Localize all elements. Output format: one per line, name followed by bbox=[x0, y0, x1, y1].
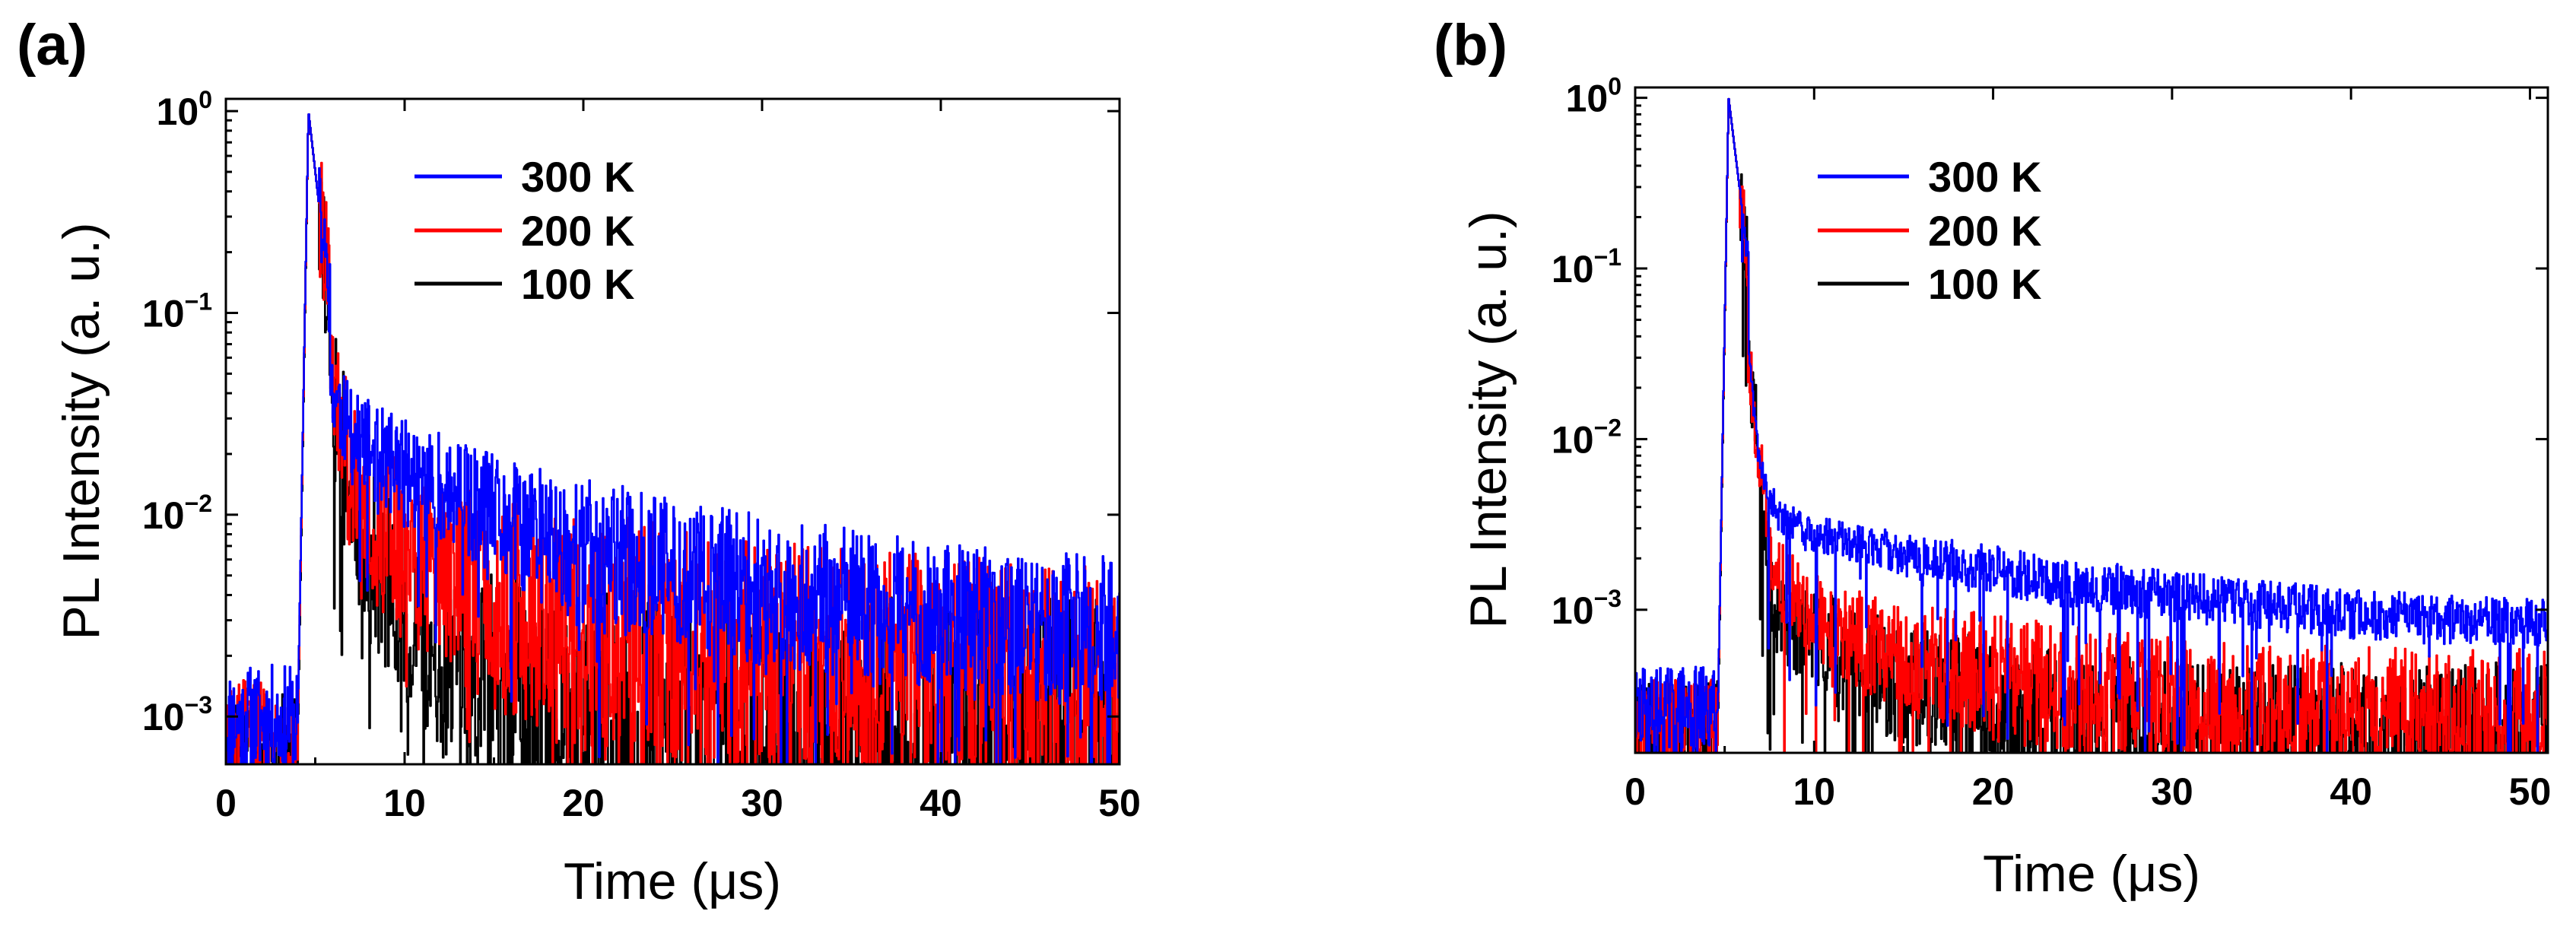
y-axis-title-a: PL Intensity (a. u.) bbox=[52, 222, 110, 640]
legend-b: 300 K 200 K 100 K bbox=[1818, 153, 2041, 308]
series-line-100k-a bbox=[226, 113, 1120, 764]
y-tick-label: 10−2 bbox=[142, 490, 212, 537]
legend-b-label-100k: 100 K bbox=[1928, 260, 2041, 308]
series-line-300k-b bbox=[1635, 97, 2548, 753]
panel-a-label: (a) bbox=[17, 13, 87, 78]
x-tick-label: 0 bbox=[215, 782, 237, 824]
series-line-300k-a bbox=[226, 113, 1120, 764]
y-tick-label: 100 bbox=[1566, 73, 1622, 120]
x-tick-label: 50 bbox=[1098, 782, 1141, 824]
x-tick-label: 50 bbox=[2509, 770, 2552, 813]
panel-a: (a) 0 10 20 30 40 50 100 10−1 10−2 10−3 Time (μs)… bbox=[17, 13, 1141, 910]
x-tick-label: 20 bbox=[562, 782, 605, 824]
plot-a-area: 0 10 20 30 40 50 100 10−1 10−2 10−3 bbox=[142, 86, 1141, 824]
y-tick-label: 10−2 bbox=[1552, 414, 1622, 461]
x-tick-label: 40 bbox=[2330, 770, 2372, 813]
legend-a-label-200k: 200 K bbox=[521, 207, 634, 255]
x-tick-label: 20 bbox=[1972, 770, 2015, 813]
y-axis-title-b: PL Intensity (a. u.) bbox=[1460, 211, 1517, 628]
x-axis-title-a: Time (μs) bbox=[564, 852, 781, 910]
x-tick-label: 0 bbox=[1625, 770, 1646, 813]
x-tick-label: 30 bbox=[741, 782, 783, 824]
plot-b-frame bbox=[1634, 86, 2549, 754]
y-tick-label: 10−3 bbox=[1552, 585, 1622, 632]
y-tick-label: 10−1 bbox=[1552, 243, 1622, 290]
legend-a: 300 K 200 K 100 K bbox=[415, 153, 634, 308]
x-axis-title-b: Time (μs) bbox=[1983, 845, 2200, 903]
legend-a-label-300k: 300 K bbox=[521, 153, 634, 201]
x-tick-label: 30 bbox=[2151, 770, 2193, 813]
panel-b-label: (b) bbox=[1434, 13, 1507, 78]
legend-b-label-200k: 200 K bbox=[1928, 207, 2041, 255]
y-tick-label: 100 bbox=[157, 86, 212, 133]
plot-b-area: 0 10 20 30 40 50 100 10−1 10−2 10−3 bbox=[1552, 73, 2551, 813]
panel-b: (b) 0 10 20 30 40 50 100 10−1 10−2 10−3 Time (μs)… bbox=[1434, 13, 2551, 903]
legend-a-label-100k: 100 K bbox=[521, 260, 634, 308]
x-tick-label: 10 bbox=[1793, 770, 1835, 813]
series-line-200k-a bbox=[226, 113, 1120, 764]
legend-b-label-300k: 300 K bbox=[1928, 153, 2041, 201]
y-tick-label: 10−3 bbox=[142, 691, 212, 738]
y-tick-label: 10−1 bbox=[142, 287, 212, 335]
x-tick-label: 40 bbox=[920, 782, 962, 824]
x-tick-label: 10 bbox=[383, 782, 426, 824]
